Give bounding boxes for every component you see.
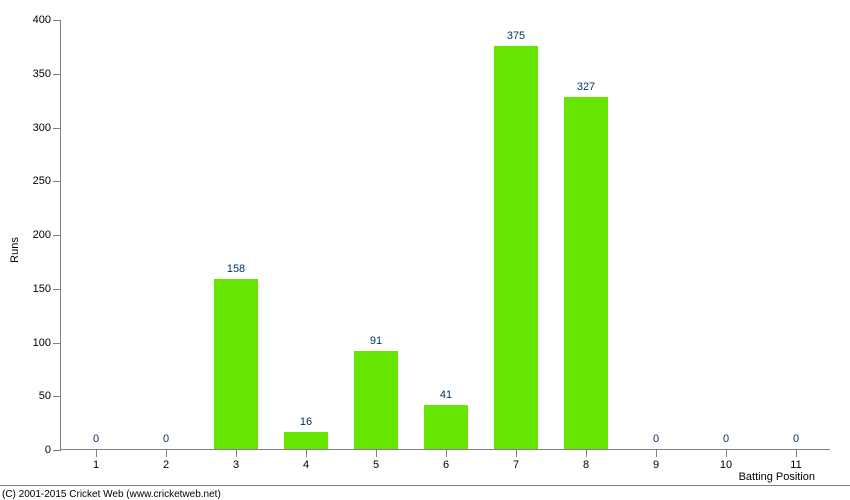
y-tick-label: 0	[45, 444, 51, 456]
x-tick	[376, 449, 377, 457]
bar	[564, 97, 607, 449]
x-tick-label: 10	[720, 459, 732, 471]
y-tick-label: 100	[33, 337, 51, 349]
bar	[214, 279, 257, 449]
footer-text: (C) 2001-2015 Cricket Web (www.cricketwe…	[2, 489, 221, 500]
x-tick	[726, 449, 727, 457]
x-tick-label: 5	[373, 459, 379, 471]
x-tick	[306, 449, 307, 457]
x-tick	[166, 449, 167, 457]
y-tick-label: 50	[39, 390, 51, 402]
bar-value-label: 158	[227, 263, 245, 275]
x-tick	[236, 449, 237, 457]
bar-value-label: 375	[507, 30, 525, 42]
x-tick-label: 8	[583, 459, 589, 471]
x-tick-label: 2	[163, 459, 169, 471]
bar	[494, 46, 537, 449]
y-tick	[53, 235, 61, 236]
y-tick-label: 200	[33, 229, 51, 241]
x-tick	[516, 449, 517, 457]
plot-area: 0501001502002503003504001020315841659164…	[60, 20, 830, 450]
bar-value-label: 91	[370, 335, 382, 347]
x-tick-label: 1	[93, 459, 99, 471]
x-tick-label: 4	[303, 459, 309, 471]
x-axis-title: Batting Position	[739, 471, 815, 483]
x-tick-label: 6	[443, 459, 449, 471]
x-tick-label: 3	[233, 459, 239, 471]
bar-value-label: 0	[653, 433, 659, 445]
y-tick	[53, 20, 61, 21]
y-tick	[53, 289, 61, 290]
y-tick	[53, 343, 61, 344]
bar-value-label: 327	[577, 81, 595, 93]
bar-value-label: 0	[163, 433, 169, 445]
y-tick	[53, 128, 61, 129]
bar	[424, 405, 467, 449]
x-tick	[656, 449, 657, 457]
y-tick	[53, 74, 61, 75]
x-tick	[586, 449, 587, 457]
y-tick	[53, 396, 61, 397]
bar-value-label: 0	[793, 433, 799, 445]
x-tick-label: 11	[790, 459, 801, 471]
x-tick	[96, 449, 97, 457]
y-tick-label: 250	[33, 175, 51, 187]
x-tick	[446, 449, 447, 457]
bar	[284, 432, 327, 449]
y-tick	[53, 450, 61, 451]
bar-value-label: 0	[93, 433, 99, 445]
bar-value-label: 41	[440, 389, 452, 401]
bar-value-label: 0	[723, 433, 729, 445]
x-tick-label: 9	[653, 459, 659, 471]
bar-value-label: 16	[300, 416, 312, 428]
y-axis-title: Runs	[9, 237, 21, 263]
footer-divider	[0, 485, 850, 486]
y-tick-label: 300	[33, 122, 51, 134]
y-tick-label: 150	[33, 283, 51, 295]
x-tick	[796, 449, 797, 457]
chart-container: 0501001502002503003504001020315841659164…	[0, 0, 850, 500]
y-tick	[53, 181, 61, 182]
x-tick-label: 7	[513, 459, 519, 471]
y-tick-label: 350	[33, 68, 51, 80]
y-tick-label: 400	[33, 14, 51, 26]
bar	[354, 351, 397, 449]
